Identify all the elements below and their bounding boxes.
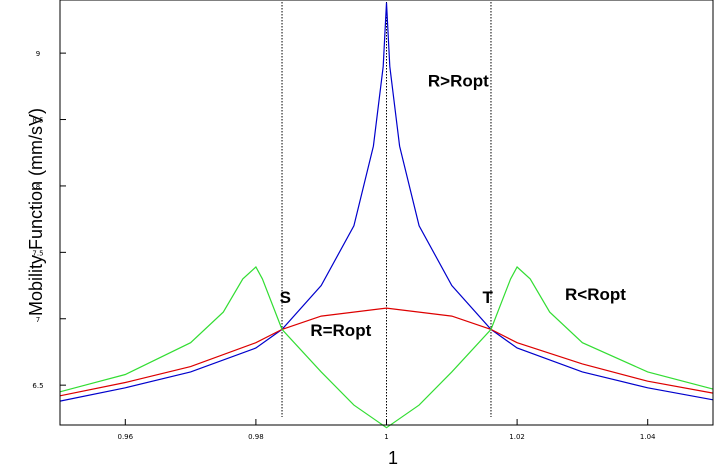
- x-tick-label: 0.96: [118, 433, 134, 441]
- x-tick-label: 1.02: [509, 433, 525, 441]
- series-line-1: [59, 307, 714, 397]
- annotation-3: S: [280, 288, 291, 307]
- y-tick-label: 7.5: [32, 249, 43, 257]
- annotations: R>Ropt R<Ropt R=Ropt S T: [280, 71, 627, 340]
- annotation-4: T: [483, 288, 494, 307]
- axis-ticks: 0.96 0.98 1 1.02 1.04 6.5 7 7.5 8 8.5 9: [32, 50, 656, 441]
- y-tick-label: 8.5: [32, 117, 43, 125]
- plot-area: [59, 2, 714, 429]
- y-tick-label: 6.5: [32, 382, 43, 390]
- series-line-0: [59, 2, 714, 402]
- x-tick-label: 0.98: [248, 433, 264, 441]
- y-tick-label: 8: [36, 183, 40, 191]
- y-tick-label: 7: [36, 316, 40, 324]
- y-axis-title: Mobility Function (mm/sV): [26, 108, 46, 316]
- x-axis-title: 1: [388, 448, 398, 468]
- annotation-1: R<Ropt: [565, 285, 626, 304]
- annotation-0: R>Ropt: [428, 71, 489, 90]
- x-tick-label: 1.04: [640, 433, 656, 441]
- series-line-2: [59, 266, 714, 429]
- x-tick-label: 1: [384, 433, 388, 441]
- annotation-2: R=Ropt: [310, 321, 371, 340]
- y-tick-label: 9: [36, 50, 40, 58]
